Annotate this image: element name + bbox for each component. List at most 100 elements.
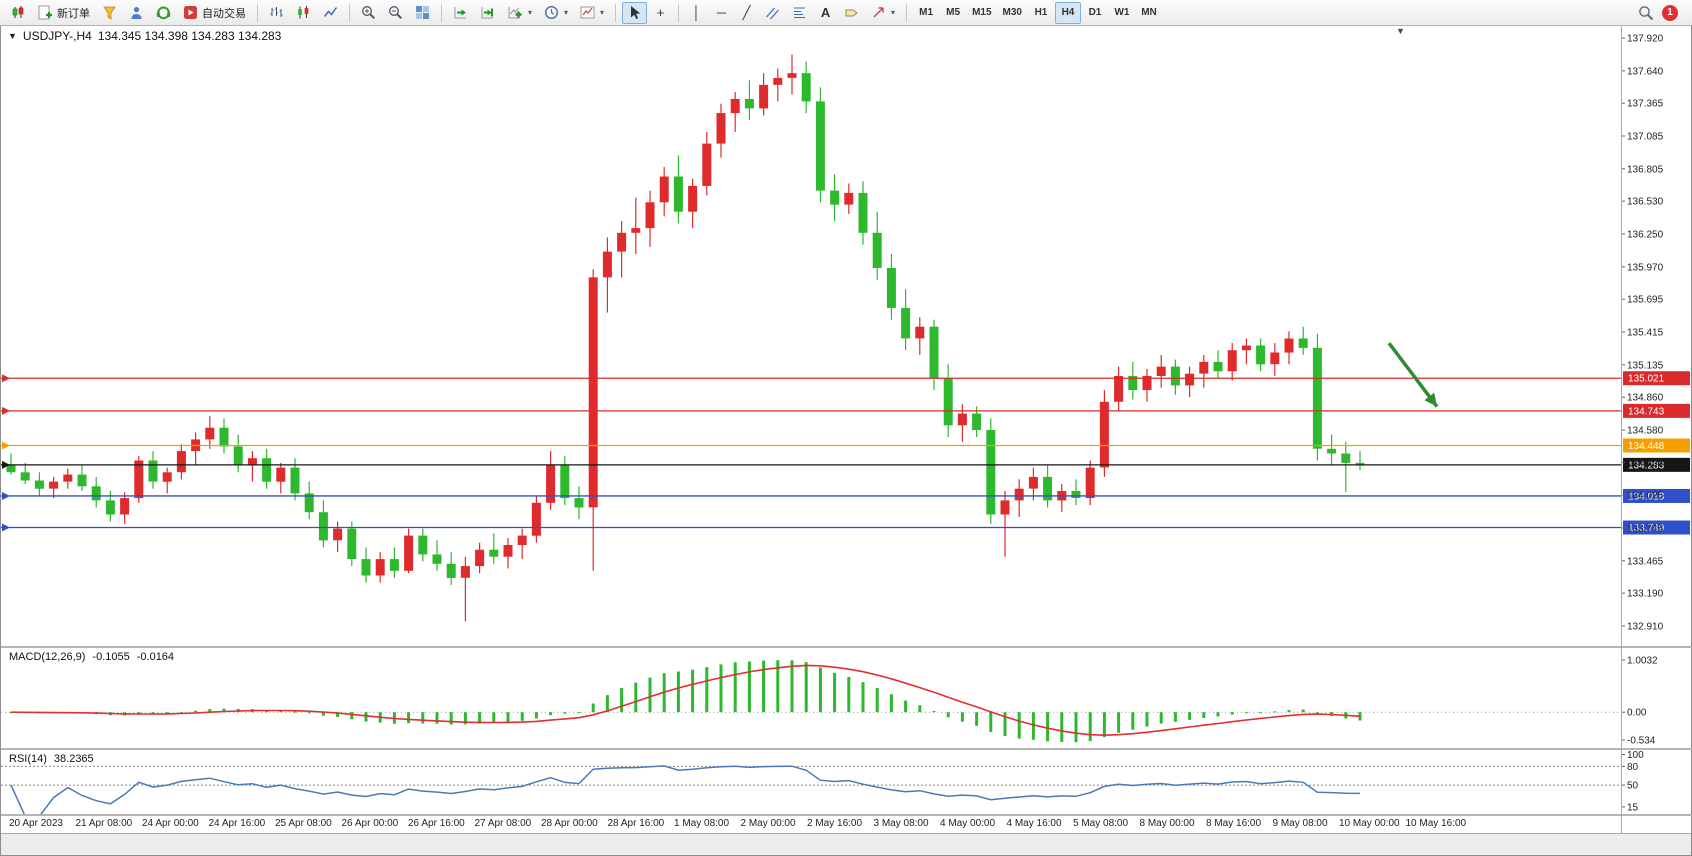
macd-histogram-bar [208,709,212,713]
vertical-line-tool-button[interactable]: │ [685,2,708,24]
panel-separator[interactable] [1,748,1692,750]
toolbar: 新订单 自动交易 ▾ ▾ [0,0,1692,26]
macd-axis-label: 0.00 [1627,708,1647,719]
macd-histogram-bar [179,712,183,714]
panel-separator[interactable] [1,814,1692,816]
zoom-in-button[interactable] [356,2,381,24]
metaeditor-button[interactable] [97,2,122,24]
macd-histogram-bar [293,711,297,713]
indicators-icon [508,7,522,19]
chevron-down-icon[interactable]: ▾ [528,8,533,17]
chart-shift-button[interactable] [475,2,500,24]
macd-histogram-bar [534,712,538,719]
time-axis-label: 26 Apr 16:00 [408,818,465,829]
timeframe-m5-button[interactable]: M5 [946,7,961,18]
timeframe-mn-button[interactable]: MN [1141,7,1157,18]
macd-histogram-bar [1244,712,1248,714]
bar-chart-button[interactable] [264,2,289,24]
macd-histogram-bar [407,712,411,724]
macd-histogram-bar [1003,712,1007,737]
time-axis-label: 10 May 00:00 [1339,818,1400,829]
candle-body [588,277,598,508]
time-axis[interactable]: 20 Apr 2023 21 Apr 08:00 24 Apr 00:00 24 Ap… [1,815,1621,833]
periods-button[interactable]: ▾ [539,2,573,24]
toolbar-separator [349,3,350,22]
timeframe-m30-button[interactable]: M30 [1002,7,1022,18]
collapse-icon[interactable]: ▼ [8,31,17,41]
text-tool-button[interactable]: A [814,2,837,24]
new-chart-button[interactable] [6,2,31,24]
price-axis-label: 135.415 [1627,328,1664,339]
notification-badge[interactable]: 1 [1662,4,1678,21]
macd-name: MACD(12,26,9) [9,651,86,663]
annotation-arrow[interactable] [1387,342,1439,408]
candle-body [404,535,414,571]
new-order-button[interactable]: 新订单 [33,2,95,24]
indicators-button[interactable]: ▾ [502,2,537,24]
macd-panel[interactable]: 1.0032 0.00 -0.534 [1,648,1692,748]
timeframe-d1-button[interactable]: D1 [1088,7,1102,18]
profile-button[interactable] [124,2,149,24]
candle-body [1199,361,1209,374]
cursor-button[interactable] [622,1,648,24]
chevron-down-icon[interactable]: ▾ [600,8,605,17]
macd-histogram-bar [1060,712,1064,742]
fibonacci-tool-button[interactable] [787,2,812,24]
macd-histogram-bar [875,687,879,713]
candle-body [787,73,797,78]
tile-windows-button[interactable] [410,2,435,24]
price-axis-label: 137.085 [1627,132,1664,143]
macd-histogram-bar [463,712,467,725]
rsi-name: RSI(14) [9,753,47,765]
zoom-out-icon [389,6,403,20]
horizontal-line-tool-button[interactable]: ─ [710,2,733,24]
horizontal-line-icon: ─ [716,5,727,20]
price-axis-divider [1621,26,1622,833]
toolbar-separator [678,3,680,22]
new-chart-icon [12,6,24,18]
price-axis-label: 136.805 [1627,164,1664,175]
candlestick-chart-button[interactable] [291,2,316,24]
candle-body [872,232,882,268]
macd-histogram-bar [435,712,439,724]
trendline-icon: ╱ [742,5,751,20]
search-icon[interactable] [1638,5,1654,21]
channel-tool-button[interactable] [760,2,785,24]
rsi-axis-label: 15 [1627,802,1639,813]
macd-histogram-bar [577,712,581,714]
timeframe-m1-button[interactable]: M1 [919,7,934,18]
price-tag-text: 134.743 [1628,406,1665,417]
arrows-tool-button[interactable]: ▾ [866,2,900,24]
price-line-left-marker [2,523,10,532]
candle-body [276,467,286,482]
chevron-down-icon[interactable]: ▾ [891,8,896,17]
price-line-left-marker [2,406,10,415]
candle-body [744,99,754,109]
chart-shift-marker-icon[interactable]: ▼ [1396,26,1405,36]
templates-button[interactable]: ▾ [575,2,609,24]
time-axis-label: 25 Apr 08:00 [275,818,332,829]
crosshair-button[interactable]: + [649,2,672,24]
timeframe-m15-button[interactable]: M15 [972,7,992,18]
auto-scroll-button[interactable] [448,2,473,24]
macd-value-signal: -0.0164 [136,651,175,663]
main-price-chart[interactable]: 135.021 134.743 134.448 134.283 134.018 133.7… [1,26,1692,646]
text-label-tool-button[interactable] [839,2,864,24]
chevron-down-icon[interactable]: ▾ [564,8,569,17]
timeframe-h4-button[interactable]: H4 [1054,1,1081,24]
zoom-out-button[interactable] [383,2,408,24]
candle-body [1327,448,1337,454]
trendline-tool-button[interactable]: ╱ [735,2,758,24]
candle-body [702,143,712,186]
autotrading-button[interactable]: 自动交易 [178,2,251,24]
new-order-label: 新订单 [57,7,90,20]
macd-histogram-bar [1273,711,1277,713]
line-chart-button[interactable] [318,2,343,24]
macd-histogram-bar [733,662,737,713]
timeframe-w1-button[interactable]: W1 [1114,7,1130,18]
panel-separator[interactable] [1,646,1692,648]
community-button[interactable] [151,2,176,24]
timeframe-h1-button[interactable]: H1 [1034,7,1048,18]
candle-body [20,472,30,481]
